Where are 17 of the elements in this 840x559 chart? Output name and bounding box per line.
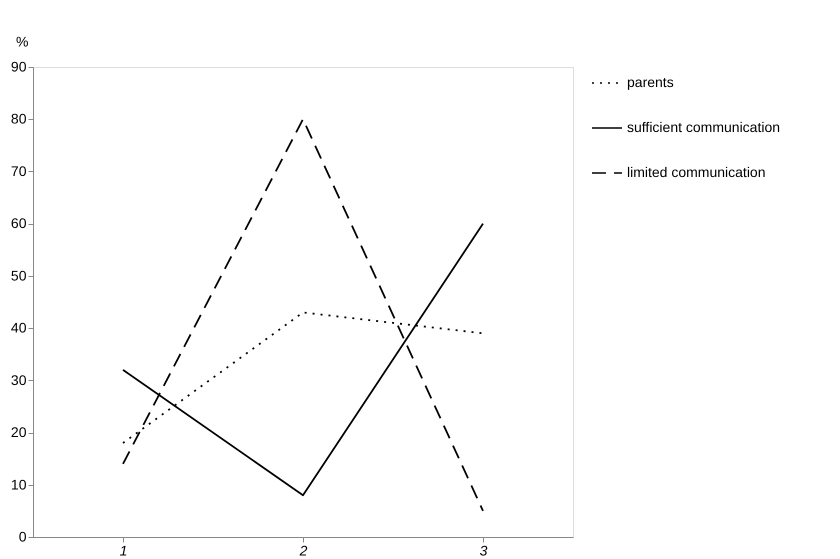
y-tick-label: 10	[10, 476, 27, 492]
y-tick-label: 40	[10, 320, 27, 336]
legend-label: parents	[627, 74, 674, 90]
y-tick-label: 80	[10, 110, 27, 127]
legend-label: sufficient communication	[627, 119, 780, 135]
y-tick-label: 90	[10, 58, 27, 74]
y-tick-label: 70	[10, 162, 27, 179]
x-tick-label: 2	[298, 542, 308, 558]
y-tick-label: 20	[10, 424, 27, 440]
x-tick-label: 3	[480, 542, 488, 558]
y-tick-label: 0	[18, 528, 27, 544]
y-tick-label: 60	[10, 215, 27, 232]
x-tick-label: 1	[120, 542, 128, 558]
y-tick-label: 50	[10, 267, 27, 284]
y-tick-label: 30	[10, 372, 27, 388]
y-axis-title: %	[16, 34, 28, 50]
legend-label: limited communication	[627, 164, 766, 180]
